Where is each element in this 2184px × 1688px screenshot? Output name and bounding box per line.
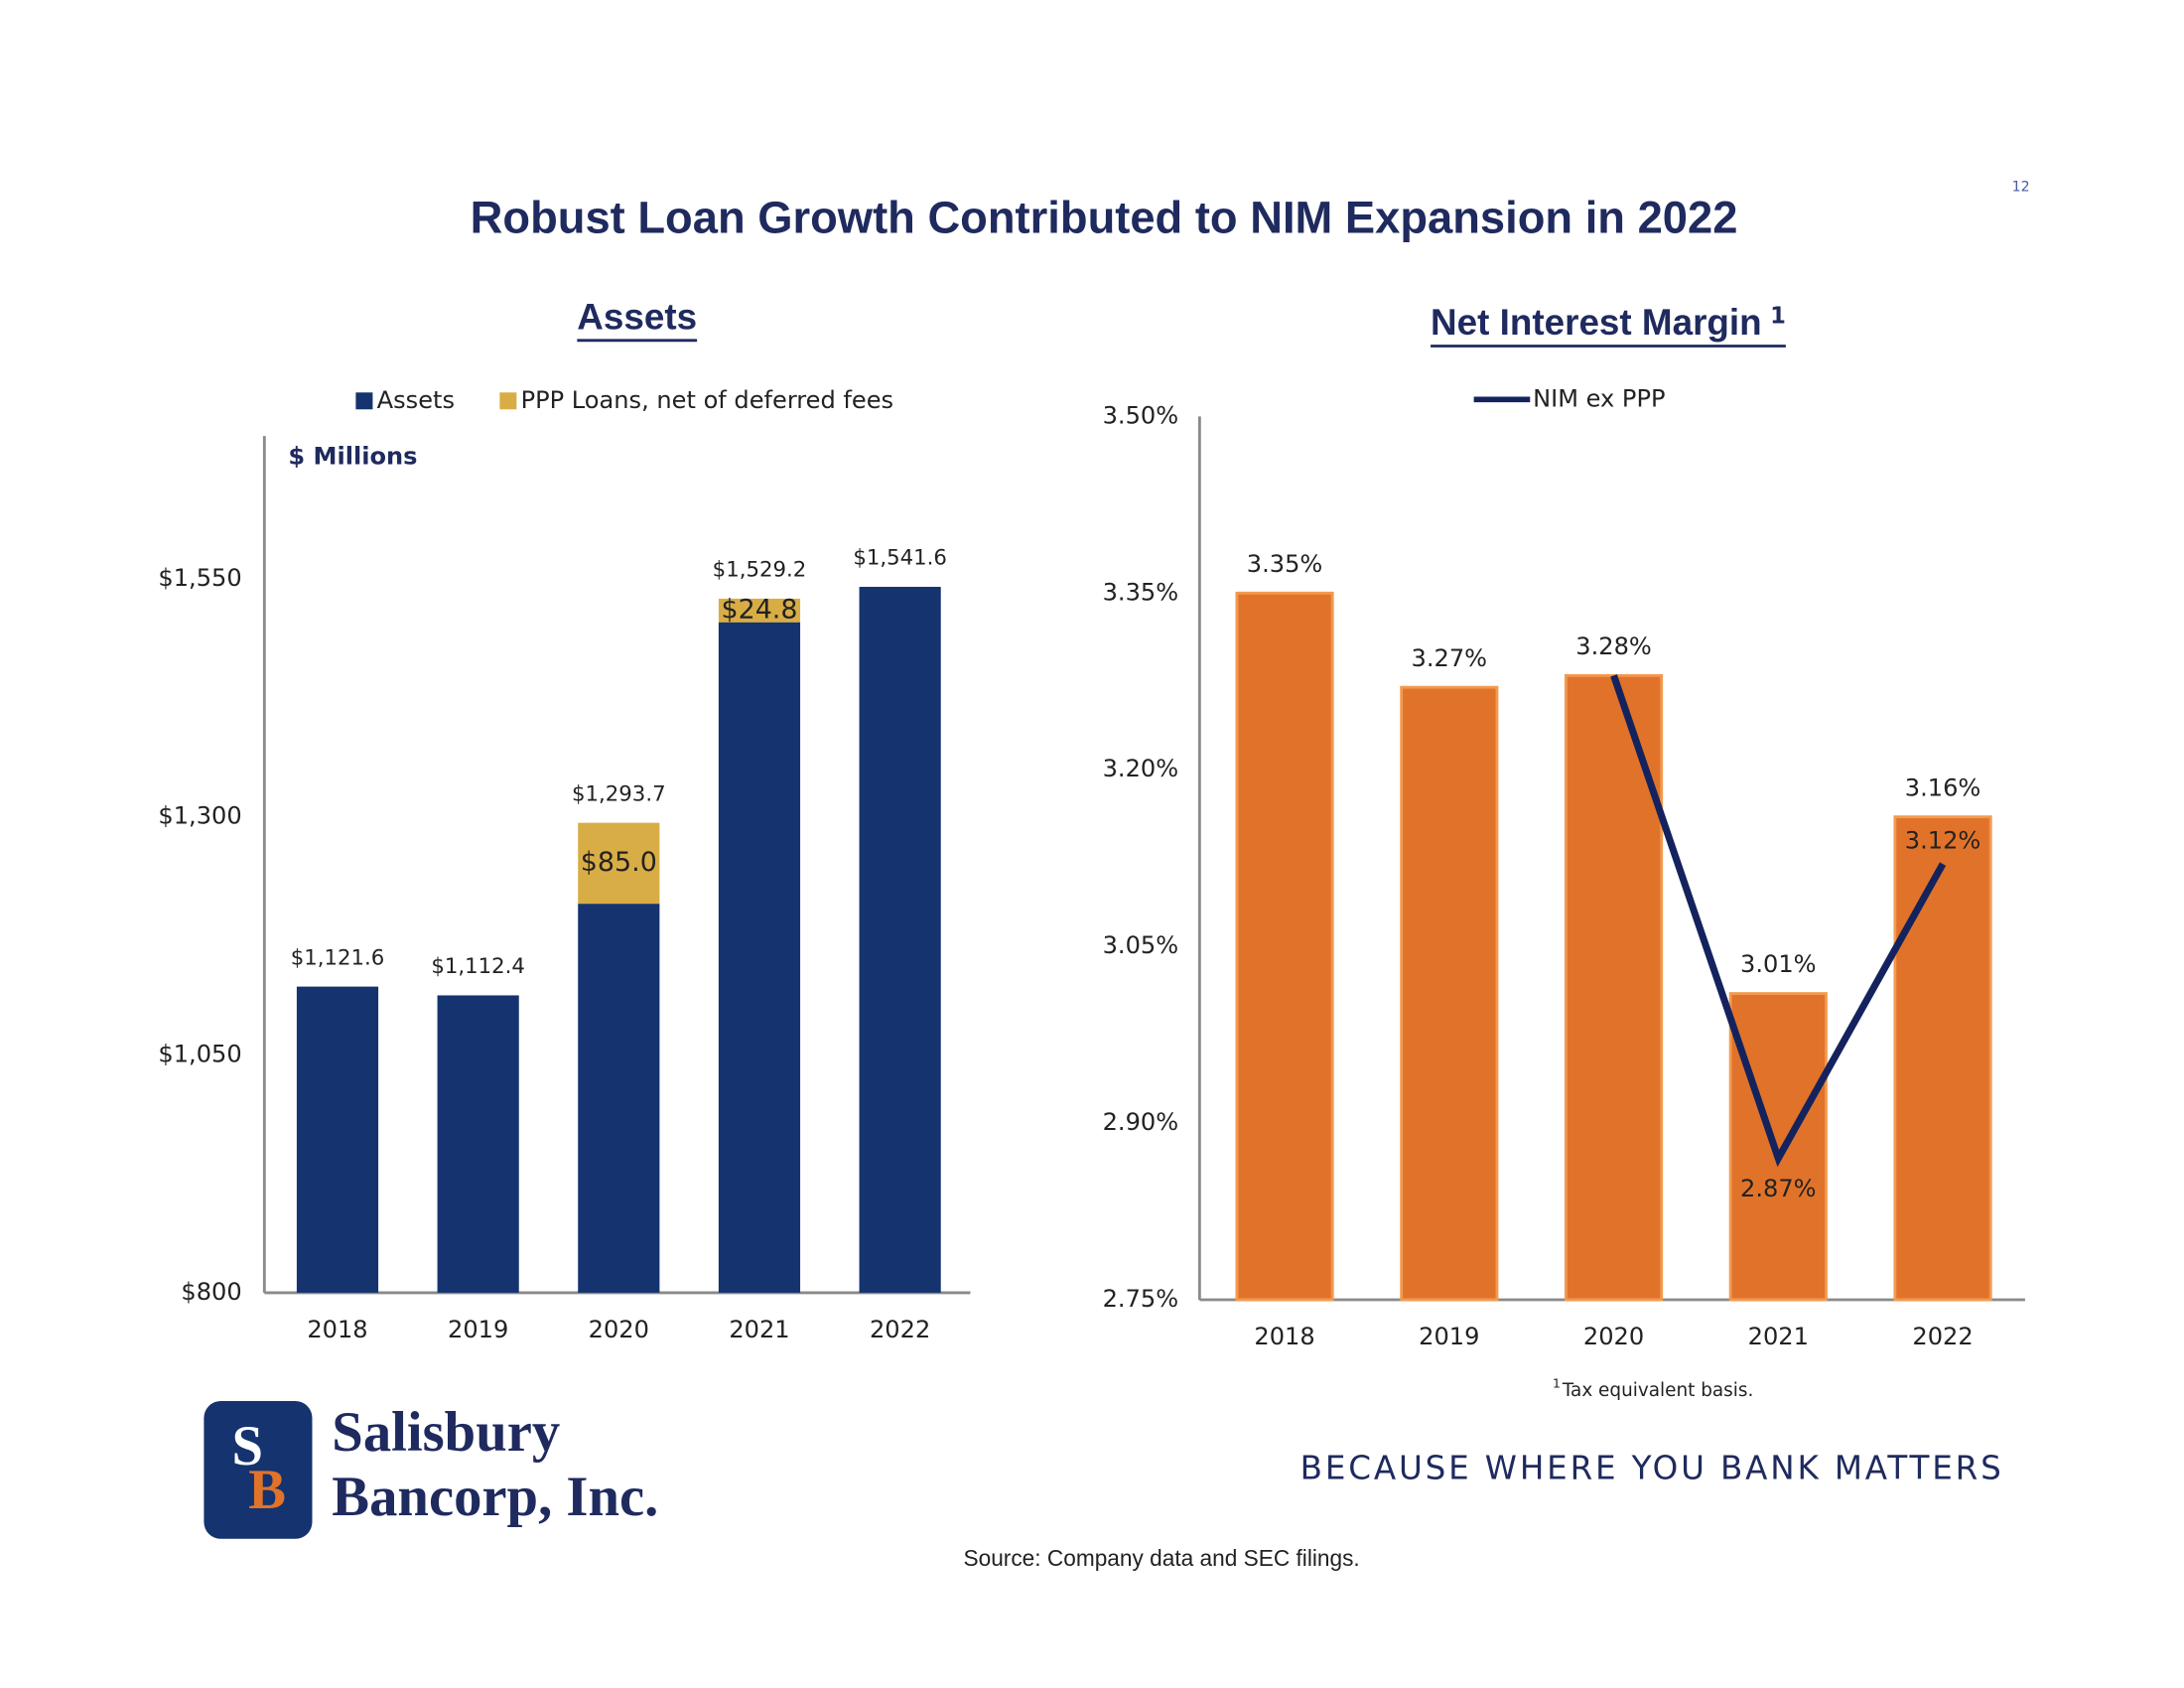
source: Source: Company data and SEC filings.	[964, 1545, 1360, 1571]
x-tick-label: 2020	[1583, 1323, 1644, 1350]
tagline: BECAUSE WHERE YOU BANK MATTERS	[1300, 1449, 2004, 1486]
chart-title: Assets	[577, 296, 697, 337]
total-label: $1,121.6	[291, 945, 385, 970]
value-label: 3.16%	[1905, 774, 1981, 801]
bar	[437, 995, 519, 1293]
footnote-marker: 1	[1553, 1376, 1561, 1391]
y-tick-label: $1,550	[158, 564, 241, 592]
logo-name: Bancorp, Inc.	[332, 1467, 658, 1528]
footnote: Tax equivalent basis.	[1562, 1380, 1753, 1401]
value-label: 3.27%	[1412, 644, 1487, 672]
total-label: $1,541.6	[853, 546, 947, 571]
x-tick-label: 2018	[307, 1316, 367, 1343]
page-number: 12	[2012, 179, 2030, 195]
line-label: 2.87%	[1740, 1175, 1817, 1202]
y-tick-label: 3.05%	[1103, 931, 1179, 959]
value-label: 3.35%	[1247, 550, 1323, 578]
x-tick-label: 2021	[729, 1316, 789, 1343]
logo-initial: B	[248, 1460, 286, 1521]
y-tick-label: $1,050	[158, 1040, 241, 1067]
y-tick-label: $800	[181, 1278, 241, 1306]
legend-swatch	[355, 392, 373, 410]
y-tick-label: 2.90%	[1103, 1108, 1179, 1136]
value-label: 3.28%	[1575, 633, 1652, 660]
total-label: $1,112.4	[431, 954, 525, 979]
logo-badge	[204, 1400, 313, 1539]
bar	[578, 904, 660, 1293]
value-label: 3.01%	[1740, 950, 1817, 978]
bar	[1400, 685, 1499, 1302]
legend-label: PPP Loans, net of deferred fees	[521, 386, 893, 414]
x-tick-label: 2022	[870, 1316, 930, 1343]
x-tick-label: 2019	[448, 1316, 508, 1343]
bar	[718, 598, 801, 623]
legend-swatch	[499, 392, 517, 410]
y-tick-label: 3.20%	[1103, 755, 1179, 782]
x-tick-label: 2020	[589, 1316, 649, 1343]
legend-label: Assets	[377, 386, 455, 414]
unit-label: $ Millions	[288, 442, 417, 470]
line-label: 3.12%	[1905, 826, 1981, 854]
bar	[296, 986, 379, 1293]
bar	[1235, 591, 1334, 1302]
bar	[859, 587, 941, 1293]
y-tick-label: 3.50%	[1103, 401, 1179, 429]
legend-label: NIM ex PPP	[1533, 384, 1665, 412]
bar	[718, 622, 801, 1293]
bar	[1728, 992, 1828, 1302]
total-label: $1,293.7	[572, 781, 666, 806]
slide-title: Robust Loan Growth Contributed to NIM Ex…	[471, 192, 1738, 242]
bar	[578, 822, 660, 905]
y-tick-label: 3.35%	[1103, 578, 1179, 606]
title-note: 1	[1770, 303, 1786, 329]
x-tick-label: 2022	[1912, 1323, 1973, 1350]
x-tick-label: 2018	[1254, 1323, 1314, 1350]
value-label: $85.0	[581, 847, 657, 878]
chart-title: Net Interest Margin	[1431, 302, 1762, 343]
value-label: $24.8	[721, 594, 797, 625]
bar	[1893, 815, 1992, 1302]
x-tick-label: 2019	[1419, 1323, 1479, 1350]
line	[1610, 674, 1947, 1168]
total-label: $1,529.2	[713, 558, 807, 583]
y-tick-label: $1,300	[158, 802, 241, 830]
logo-initial: S	[232, 1416, 264, 1477]
logo-name: Salisbury	[332, 1402, 560, 1464]
x-tick-label: 2021	[1748, 1323, 1809, 1350]
y-tick-label: 2.75%	[1103, 1285, 1179, 1313]
